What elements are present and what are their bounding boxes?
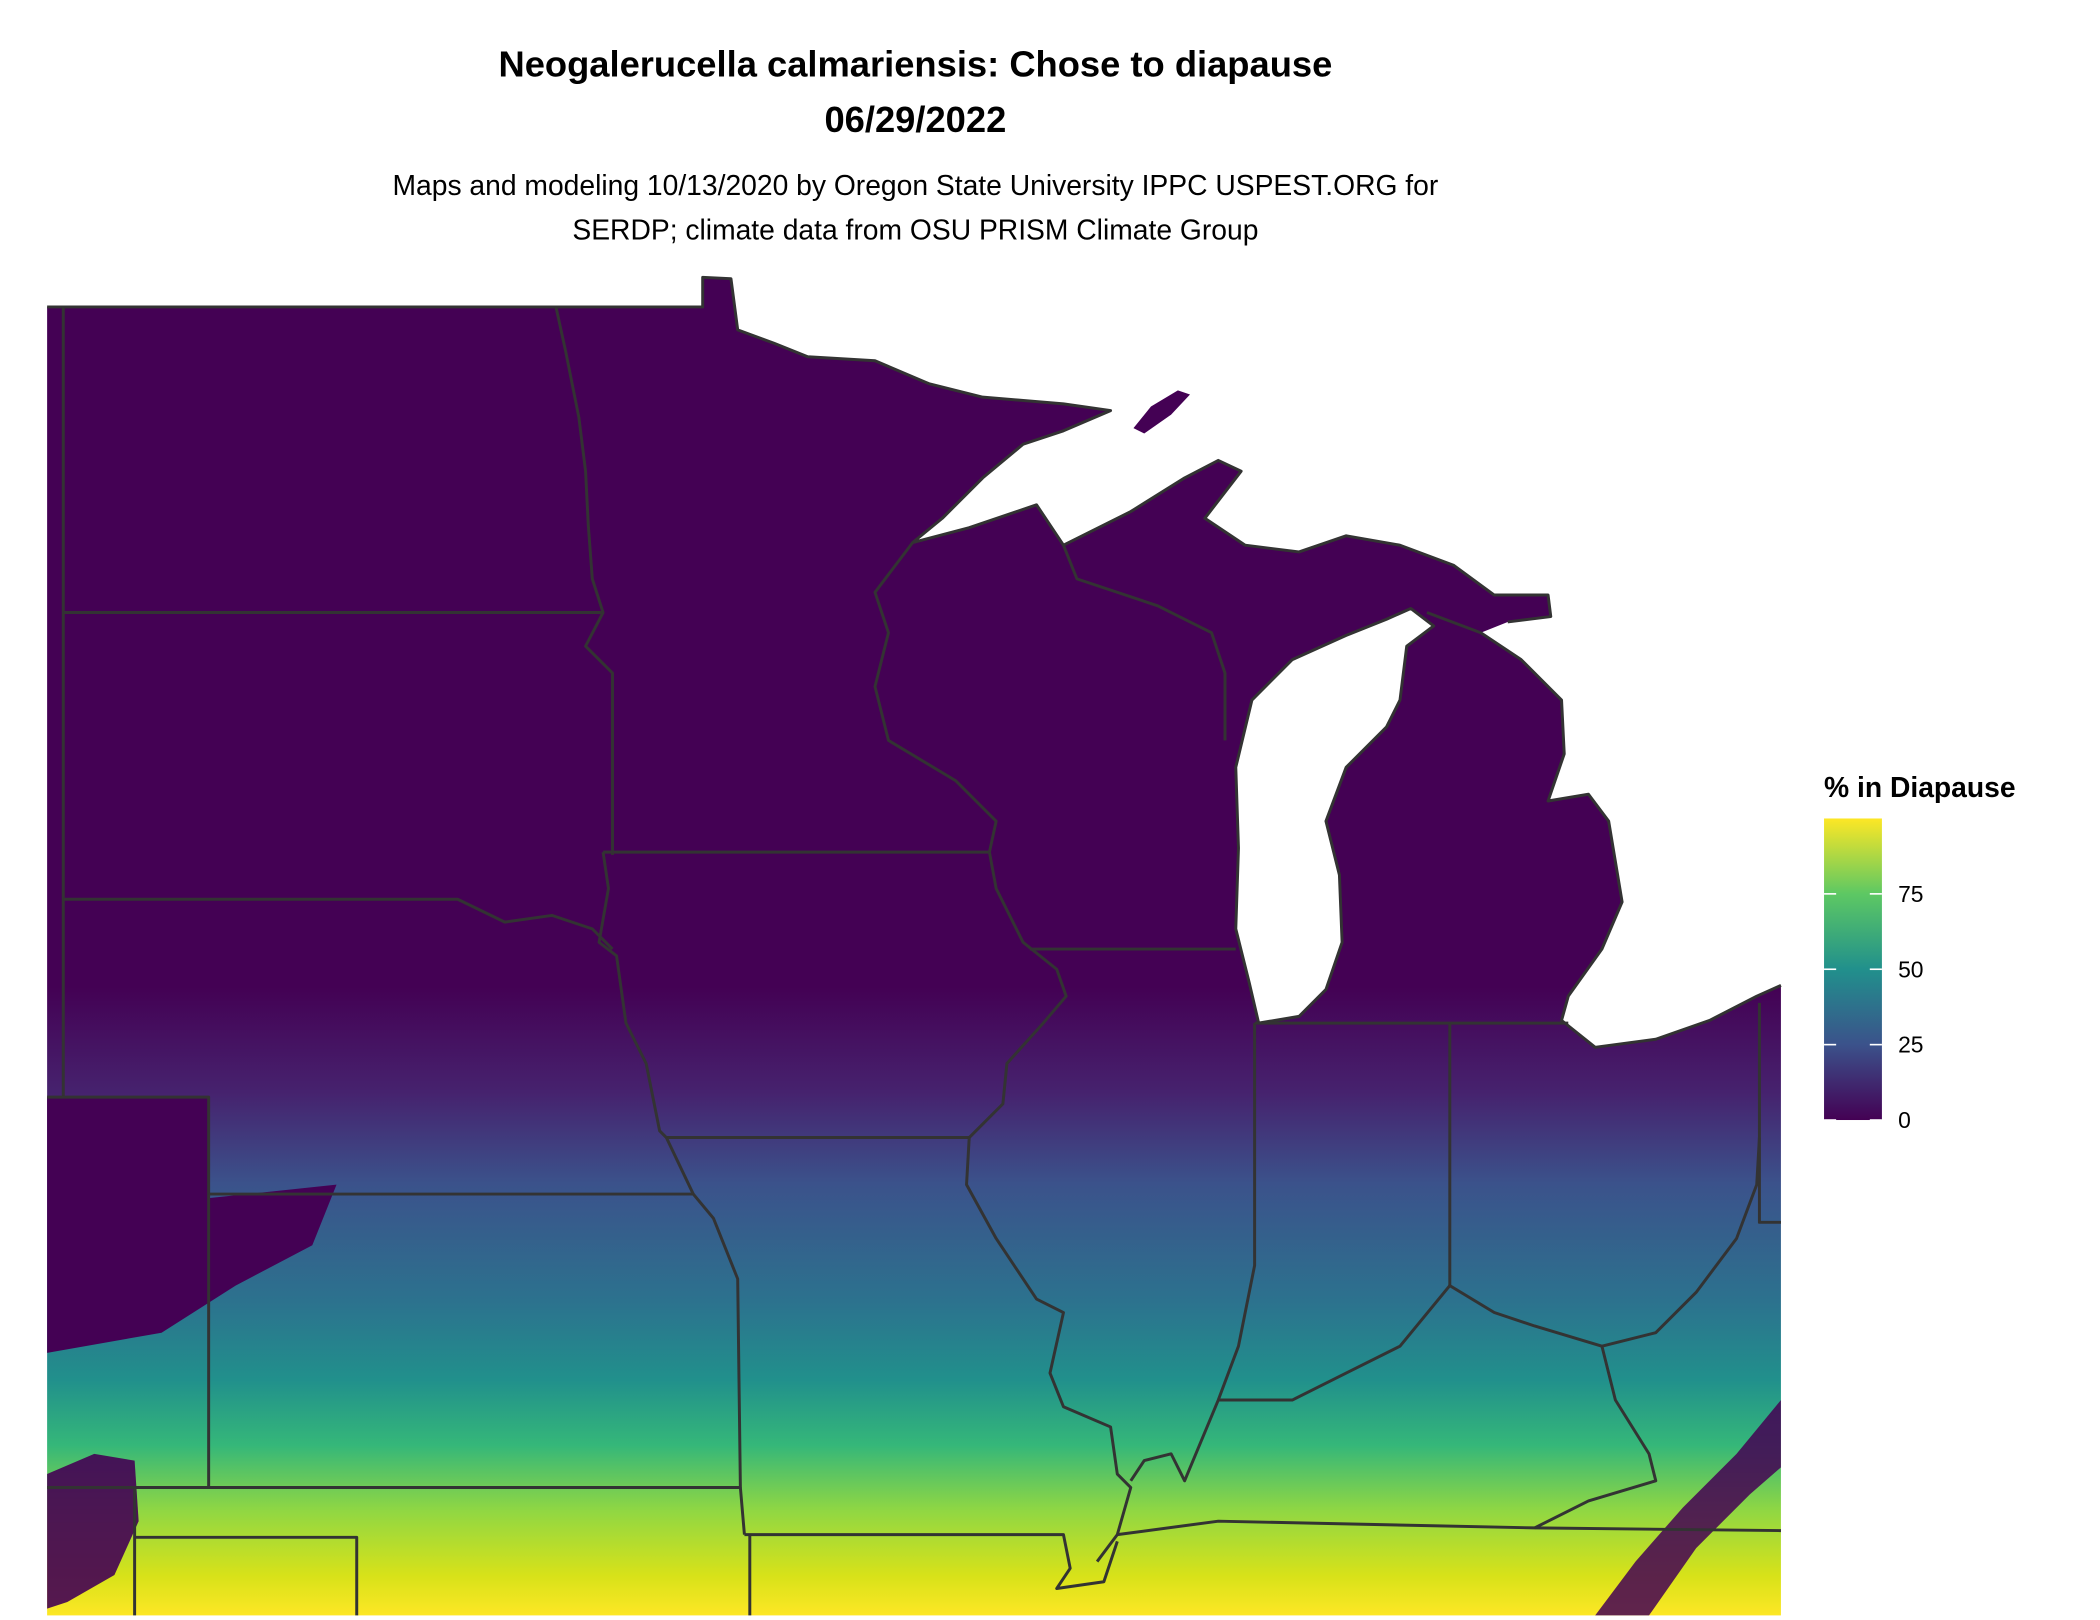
legend: % in Diapause 75 50 25 0 bbox=[1824, 771, 2016, 1133]
low-region-appalachians bbox=[1595, 1305, 1781, 1616]
subtitle-line-1: Maps and modeling 10/13/2020 by Oregon S… bbox=[393, 169, 1439, 201]
low-region-western-plains bbox=[47, 1097, 337, 1353]
legend-tick-25: 25 bbox=[1898, 1032, 1923, 1058]
legend-tick-0: 0 bbox=[1898, 1107, 1911, 1133]
legend-tick-50: 50 bbox=[1898, 956, 1923, 982]
raster-map bbox=[40, 262, 1808, 1620]
chart-title: Neogalerucella calmariensis: Chose to di… bbox=[498, 44, 1332, 85]
subtitle-line-2: SERDP; climate data from OSU PRISM Clima… bbox=[572, 214, 1258, 246]
lake-michigan bbox=[1235, 608, 1434, 1024]
low-region-oklahoma bbox=[47, 1453, 139, 1609]
outside-region-north bbox=[40, 262, 1791, 1048]
legend-tick-75: 75 bbox=[1898, 881, 1923, 907]
chart-date: 06/29/2022 bbox=[824, 99, 1006, 140]
legend-tick-marks bbox=[1824, 893, 1882, 1121]
legend-title: % in Diapause bbox=[1824, 771, 2016, 803]
outside-region-east bbox=[1780, 262, 1808, 1620]
state-borders bbox=[47, 275, 1782, 1616]
isle-royale bbox=[1133, 390, 1190, 434]
